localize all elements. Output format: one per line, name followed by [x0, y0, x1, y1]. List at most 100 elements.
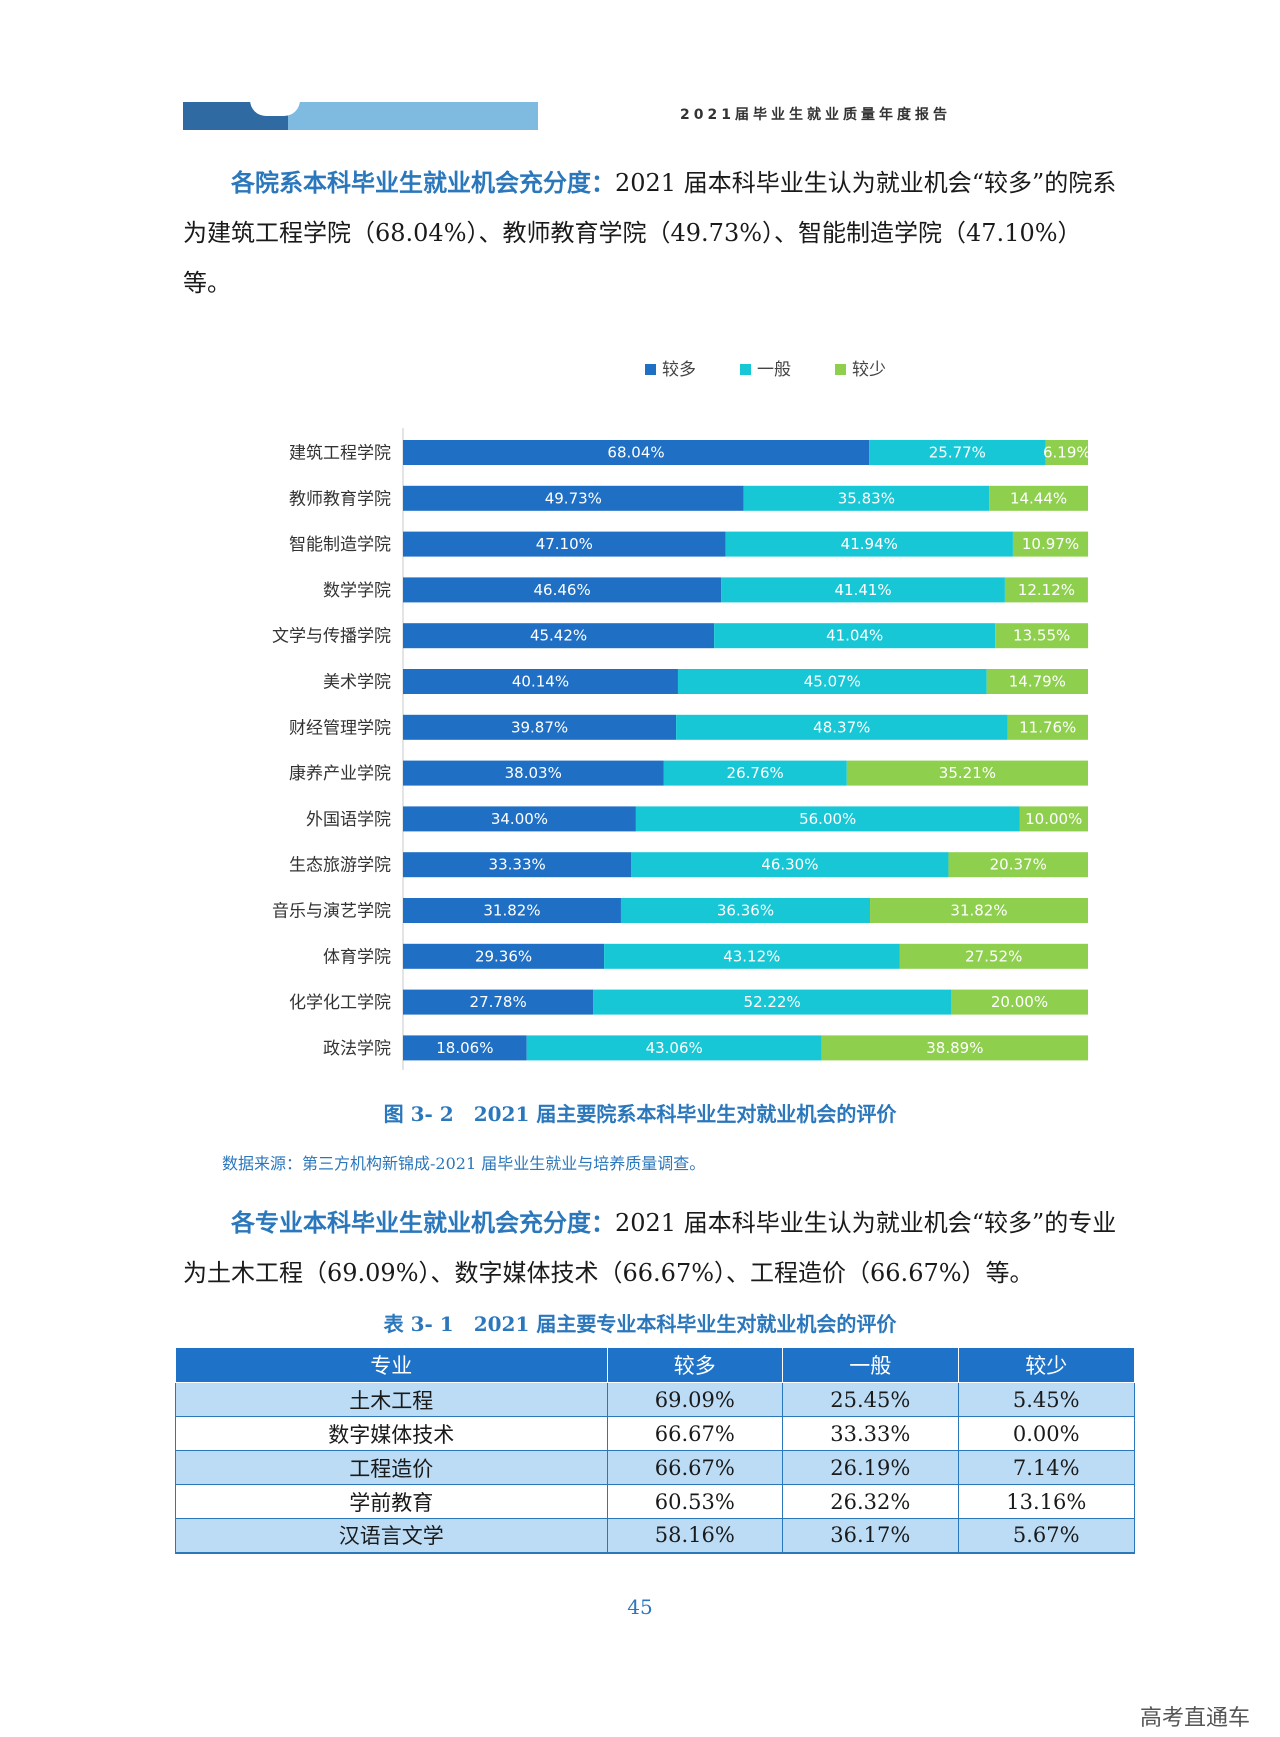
bar-segment [403, 440, 870, 465]
paragraph-text: 2021 届本科毕业生认为就业机会“较多”的专业为土木工程（69.09%）、数字… [183, 1209, 1117, 1287]
cell-more: 66.67% [606, 1416, 784, 1451]
cell-more: 60.53% [606, 1484, 784, 1519]
data-label: 45.42% [530, 627, 587, 645]
data-label: 14.79% [1009, 673, 1066, 691]
bar-segment [403, 898, 621, 923]
legend-label: 较多 [662, 360, 696, 380]
paragraph-text: 2021 届本科毕业生认为就业机会“较多”的院系为建筑工程学院（68.04%）、… [183, 169, 1117, 297]
data-label: 6.19% [1043, 444, 1091, 462]
data-label: 38.89% [926, 1039, 983, 1057]
data-label: 39.87% [511, 718, 568, 736]
legend-swatch [740, 364, 751, 375]
paragraph-departments: 各院系本科毕业生就业机会充分度：2021 届本科毕业生认为就业机会“较多”的院系… [183, 158, 1118, 308]
data-label: 43.12% [723, 947, 780, 965]
bar-segment [1012, 531, 1089, 557]
bar-segment [821, 1035, 1089, 1061]
bar-segment [403, 989, 594, 1015]
category-label: 外国语学院 [306, 810, 391, 830]
bar-segment [403, 852, 632, 878]
bar-segment [620, 898, 871, 923]
bar-segment [846, 760, 1088, 786]
header-logo-notch [250, 100, 300, 116]
bar-segment [951, 989, 1088, 1015]
cell-major: 汉语言文学 [175, 1518, 608, 1553]
bar-segment [948, 852, 1088, 878]
data-label: 35.83% [838, 489, 895, 507]
bar-segment [989, 485, 1088, 511]
bar-segment [721, 577, 1005, 603]
cell-average: 25.45% [782, 1382, 959, 1417]
category-label: 康养产业学院 [289, 764, 391, 784]
page-number: 45 [627, 1595, 653, 1619]
watermark: 高考直通车 [1139, 1706, 1250, 1731]
paragraph-lead: 各专业本科毕业生就业机会充分度： [231, 1208, 615, 1237]
data-label: 41.04% [826, 627, 883, 645]
data-label: 68.04% [607, 444, 664, 462]
bar-segment [677, 669, 987, 694]
table-caption: 表 3- 1 2021 届主要专业本科毕业生对就业机会的评价 [383, 1312, 897, 1336]
cell-fewer: 5.67% [957, 1518, 1136, 1553]
bar-segment [526, 1035, 822, 1061]
legend-swatch [645, 364, 656, 375]
data-label: 10.00% [1025, 810, 1082, 828]
data-label: 18.06% [436, 1039, 493, 1057]
bar-segment [604, 943, 900, 969]
category-label: 财经管理学院 [289, 718, 391, 738]
paragraph-lead: 各院系本科毕业生就业机会充分度： [231, 168, 615, 197]
bar-segment [986, 669, 1088, 694]
table-row: 汉语言文学 58.16% 36.17% 5.67% [175, 1518, 1136, 1553]
bar-segment [714, 623, 996, 649]
data-label: 49.73% [545, 489, 602, 507]
data-label: 36.36% [717, 902, 774, 920]
bar-segment [743, 485, 990, 511]
figure-caption: 图 3- 2 2021 届主要院系本科毕业生对就业机会的评价 [383, 1102, 897, 1126]
bar-segment [403, 806, 636, 832]
data-label: 31.82% [483, 902, 540, 920]
cell-fewer: 13.16% [957, 1484, 1136, 1519]
bar-segment [403, 714, 677, 740]
data-label: 31.82% [950, 902, 1007, 920]
data-label: 56.00% [799, 810, 856, 828]
bar-segment [869, 440, 1046, 465]
column-header-more: 较多 [606, 1347, 784, 1383]
category-label: 教师教育学院 [289, 489, 391, 509]
table-row: 土木工程 69.09% 25.45% 5.45% [175, 1382, 1136, 1417]
bar-segment [676, 714, 1008, 740]
header-bar-light [288, 102, 538, 130]
header-title: 2021届毕业生就业质量年度报告 [680, 107, 951, 123]
table-row: 工程造价 66.67% 26.19% 7.14% [175, 1450, 1136, 1485]
bar-segment [403, 669, 678, 694]
bar-segment [403, 1035, 527, 1061]
data-label: 40.14% [512, 673, 569, 691]
data-label: 46.46% [534, 581, 591, 599]
bar-segment [403, 531, 726, 557]
legend-label: 一般 [757, 360, 791, 380]
bar-segment [1007, 714, 1088, 740]
data-label: 43.06% [646, 1039, 703, 1057]
data-label: 41.41% [834, 581, 891, 599]
cell-more: 58.16% [606, 1518, 784, 1553]
category-label: 政法学院 [323, 1039, 391, 1059]
bar-segment [663, 760, 847, 786]
bar-segment [403, 623, 715, 649]
table-header-row: 专业 较多 一般 较少 [175, 1347, 1136, 1383]
bar-segment [1045, 440, 1088, 465]
cell-average: 26.32% [782, 1484, 959, 1519]
cell-major: 数字媒体技术 [175, 1416, 608, 1451]
category-label: 文学与传播学院 [272, 627, 391, 647]
data-label: 48.37% [813, 718, 870, 736]
column-header-major: 专业 [175, 1347, 608, 1383]
bar-segment [593, 989, 951, 1015]
cell-major: 工程造价 [175, 1450, 608, 1485]
cell-major: 土木工程 [175, 1382, 608, 1417]
data-label: 47.10% [536, 535, 593, 553]
bar-segment [1004, 577, 1088, 603]
data-label: 27.78% [470, 993, 527, 1011]
cell-more: 69.09% [606, 1382, 784, 1417]
data-label: 27.52% [965, 947, 1022, 965]
data-label: 20.00% [991, 993, 1048, 1011]
data-label: 33.33% [489, 856, 546, 874]
table-row: 学前教育 60.53% 26.32% 13.16% [175, 1484, 1136, 1519]
cell-fewer: 7.14% [957, 1450, 1136, 1485]
data-label: 13.55% [1013, 627, 1070, 645]
